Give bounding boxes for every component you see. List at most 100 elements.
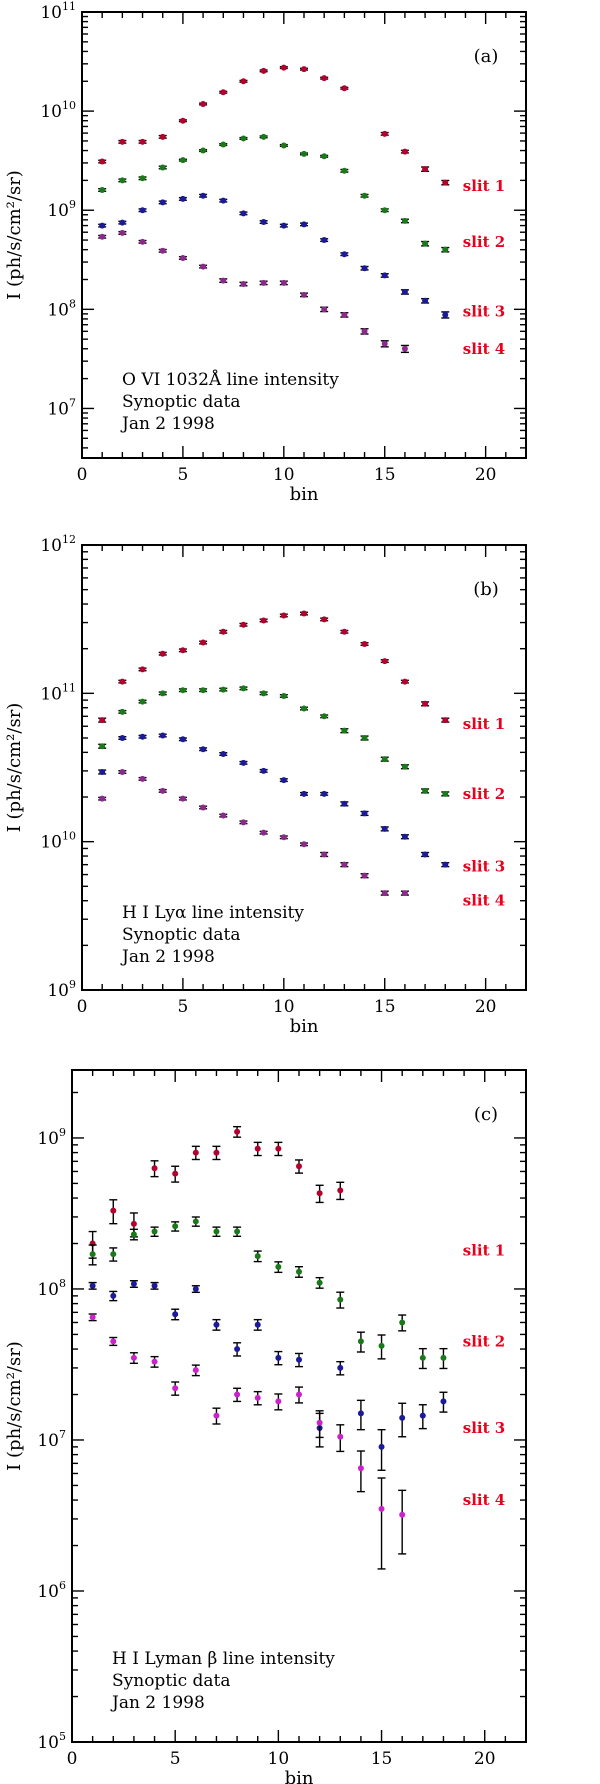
data-point: [357, 1465, 364, 1472]
data-point: [159, 690, 166, 697]
data-point: [200, 100, 207, 107]
data-point: [151, 1165, 158, 1172]
data-point: [401, 890, 408, 897]
data-point: [192, 1149, 199, 1156]
data-point: [357, 1410, 364, 1417]
data-point: [321, 306, 328, 313]
panel-label: (a): [474, 46, 499, 67]
data-point: [260, 829, 267, 836]
data-point: [179, 157, 186, 164]
data-point: [220, 197, 227, 204]
data-point: [254, 1253, 261, 1260]
data-point: [234, 1228, 241, 1235]
y-tick-label: 1010: [40, 830, 76, 853]
data-point: [159, 133, 166, 140]
data-point: [341, 311, 348, 318]
data-point: [159, 247, 166, 254]
data-point: [139, 207, 146, 214]
data-point: [341, 167, 348, 174]
data-point: [240, 78, 247, 85]
data-point: [130, 1231, 137, 1238]
data-point: [260, 133, 267, 140]
x-axis-label: bin: [285, 1768, 314, 1784]
data-point: [172, 1311, 179, 1318]
data-point: [200, 192, 207, 199]
data-point: [280, 279, 287, 286]
x-tick-label: 5: [177, 997, 188, 1017]
data-point: [275, 1263, 282, 1270]
data-point: [442, 311, 449, 318]
data-point: [381, 130, 388, 137]
data-point: [341, 727, 348, 734]
data-point: [240, 210, 247, 217]
data-point: [301, 150, 307, 157]
data-point: [381, 272, 388, 279]
y-tick-label: 108: [47, 297, 76, 320]
data-point: [280, 692, 287, 699]
annotation-line: Synoptic data: [122, 925, 241, 945]
data-point: [139, 733, 146, 740]
data-point: [301, 221, 307, 228]
data-point: [301, 291, 307, 298]
x-tick-label: 10: [268, 1749, 290, 1769]
plot-frame: [81, 11, 527, 459]
series-label: slit 3: [463, 303, 505, 321]
data-point: [316, 1279, 323, 1286]
series-slit-2: slit 2: [98, 133, 505, 253]
data-point: [275, 1145, 282, 1152]
data-point: [99, 222, 106, 229]
data-point: [378, 1505, 385, 1512]
data-point: [119, 229, 126, 236]
data-point: [200, 639, 207, 646]
data-point: [341, 85, 348, 92]
data-point: [99, 795, 106, 802]
data-point: [316, 1419, 323, 1426]
data-point: [99, 717, 106, 724]
x-tick-label: 15: [371, 1749, 393, 1769]
data-point: [321, 790, 328, 797]
y-tick-label: 107: [47, 396, 76, 419]
data-point: [192, 1367, 199, 1374]
data-point: [260, 617, 267, 624]
data-point: [200, 804, 207, 811]
series-label: slit 4: [463, 340, 505, 358]
data-point: [301, 610, 307, 617]
data-point: [240, 685, 247, 692]
data-point: [296, 1356, 302, 1363]
series-label: slit 2: [463, 233, 505, 251]
data-point: [234, 1128, 241, 1135]
data-point: [254, 1145, 261, 1152]
data-point: [119, 768, 126, 775]
data-point: [260, 219, 267, 226]
data-point: [213, 1412, 220, 1419]
data-point: [240, 621, 247, 628]
data-point: [89, 1314, 96, 1321]
data-point: [341, 861, 348, 868]
data-point: [139, 666, 146, 673]
data-point: [341, 251, 348, 258]
data-point: [422, 700, 429, 707]
y-tick-label: 106: [37, 1579, 66, 1602]
data-point: [213, 1149, 220, 1156]
series-label: slit 3: [463, 858, 505, 876]
annotation-line: Synoptic data: [122, 392, 241, 412]
data-point: [119, 177, 126, 184]
data-point: [200, 687, 207, 694]
data-point: [341, 800, 348, 807]
data-point: [337, 1364, 344, 1371]
data-point: [361, 641, 368, 648]
series-slit-4: slit 4: [98, 229, 505, 358]
data-point: [401, 833, 408, 840]
data-point: [280, 777, 287, 784]
data-point: [280, 612, 287, 619]
x-tick-label: 15: [374, 465, 396, 485]
data-point: [337, 1187, 344, 1194]
data-point: [213, 1321, 220, 1328]
annotation-line: Jan 2 1998: [120, 414, 215, 434]
data-point: [110, 1338, 117, 1345]
data-point: [381, 658, 388, 665]
data-point: [119, 734, 126, 741]
data-point: [234, 1391, 241, 1398]
data-point: [361, 328, 368, 335]
